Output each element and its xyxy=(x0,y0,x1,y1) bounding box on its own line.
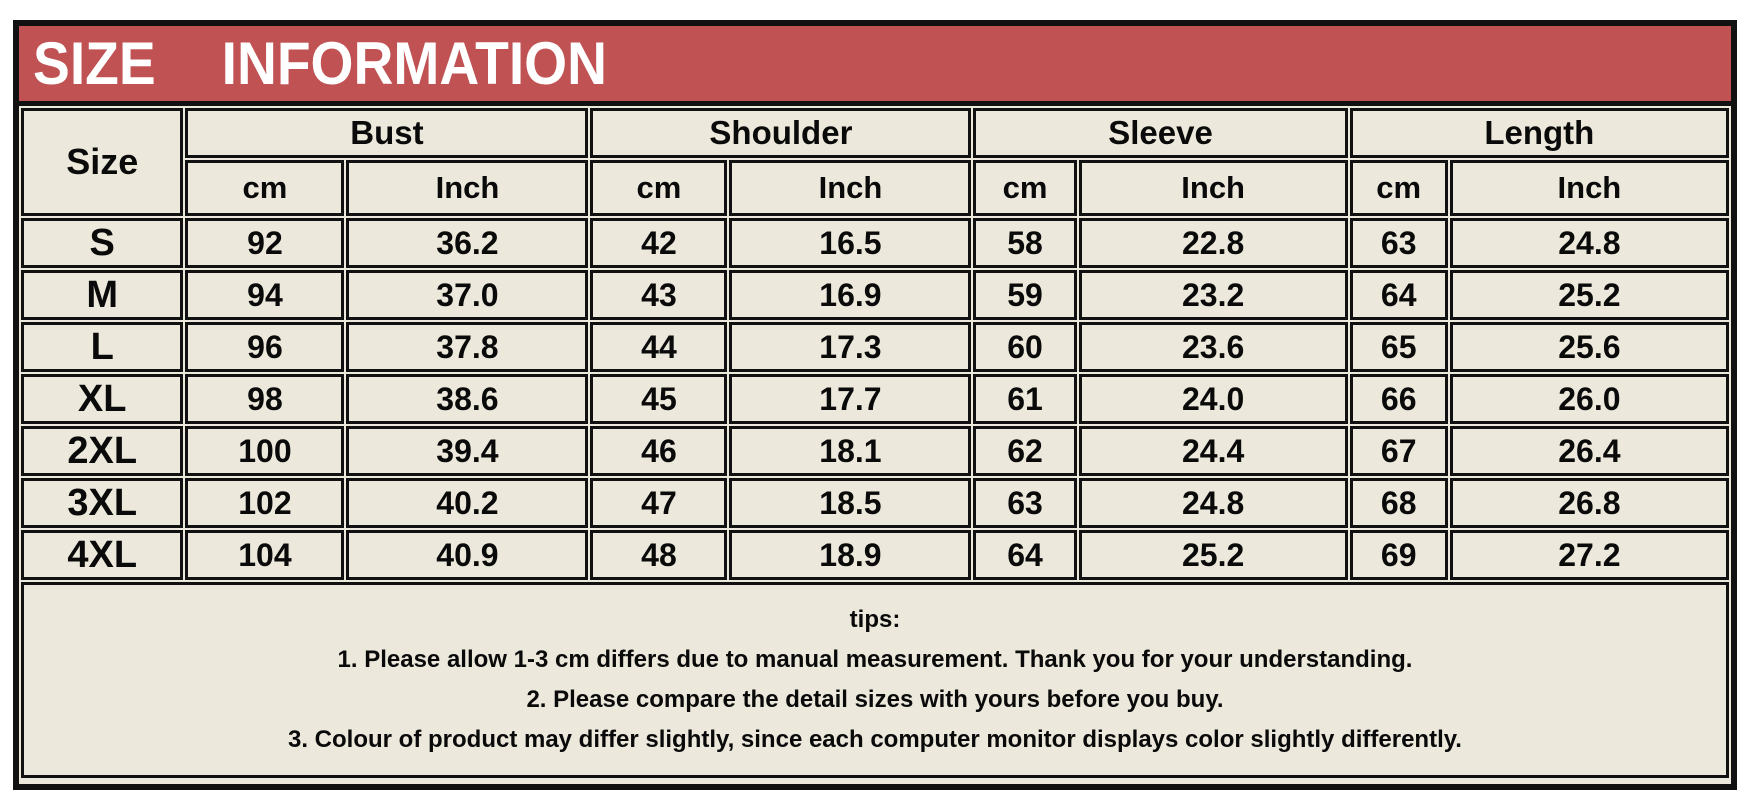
cell-shoulder-inch: 17.3 xyxy=(729,322,972,372)
table-row-s: S 92 36.2 42 16.5 58 22.8 63 24.8 xyxy=(21,218,1729,268)
cell-sleeve-inch: 23.6 xyxy=(1078,322,1348,372)
unit-header-bust-cm: cm xyxy=(185,160,345,216)
cell-shoulder-cm: 48 xyxy=(590,530,728,580)
cell-bust-inch: 37.0 xyxy=(346,270,589,320)
cell-bust-cm: 100 xyxy=(185,426,345,476)
row-label-size: 4XL xyxy=(21,530,184,580)
table-row-4xl: 4XL 104 40.9 48 18.9 64 25.2 69 27.2 xyxy=(21,530,1729,580)
cell-shoulder-inch: 16.5 xyxy=(729,218,972,268)
cell-bust-inch: 37.8 xyxy=(346,322,589,372)
cell-shoulder-inch: 17.7 xyxy=(729,374,972,424)
cell-length-cm: 63 xyxy=(1349,218,1448,268)
cell-sleeve-cm: 59 xyxy=(973,270,1077,320)
cell-sleeve-cm: 58 xyxy=(973,218,1077,268)
cell-sleeve-cm: 60 xyxy=(973,322,1077,372)
cell-shoulder-cm: 45 xyxy=(590,374,728,424)
size-table: Size Bust Shoulder Sleeve Length cm Inch… xyxy=(19,106,1731,780)
column-header-size: Size xyxy=(21,108,184,216)
cell-shoulder-cm: 46 xyxy=(590,426,728,476)
cell-sleeve-cm: 62 xyxy=(973,426,1077,476)
cell-shoulder-cm: 47 xyxy=(590,478,728,528)
cell-sleeve-inch: 24.8 xyxy=(1078,478,1348,528)
cell-length-inch: 27.2 xyxy=(1449,530,1729,580)
cell-length-inch: 25.2 xyxy=(1449,270,1729,320)
unit-header-bust-inch: Inch xyxy=(346,160,589,216)
cell-shoulder-cm: 44 xyxy=(590,322,728,372)
cell-bust-inch: 39.4 xyxy=(346,426,589,476)
row-label-size: L xyxy=(21,322,184,372)
table-row-2xl: 2XL 100 39.4 46 18.1 62 24.4 67 26.4 xyxy=(21,426,1729,476)
table-row-m: M 94 37.0 43 16.9 59 23.2 64 25.2 xyxy=(21,270,1729,320)
cell-sleeve-cm: 64 xyxy=(973,530,1077,580)
cell-length-inch: 24.8 xyxy=(1449,218,1729,268)
cell-sleeve-inch: 25.2 xyxy=(1078,530,1348,580)
row-label-size: S xyxy=(21,218,184,268)
cell-bust-inch: 40.9 xyxy=(346,530,589,580)
banner: SIZE INFORMATION xyxy=(19,26,1731,106)
table-row-l: L 96 37.8 44 17.3 60 23.6 65 25.6 xyxy=(21,322,1729,372)
cell-length-inch: 26.4 xyxy=(1449,426,1729,476)
cell-bust-cm: 92 xyxy=(185,218,345,268)
column-group-shoulder: Shoulder xyxy=(590,108,972,158)
cell-length-cm: 68 xyxy=(1349,478,1448,528)
cell-shoulder-inch: 16.9 xyxy=(729,270,972,320)
cell-shoulder-cm: 43 xyxy=(590,270,728,320)
header-group-row: Size Bust Shoulder Sleeve Length xyxy=(21,108,1729,216)
tips-row: tips: 1. Please allow 1-3 cm differs due… xyxy=(21,582,1729,778)
tip-item-3: 3. Colour of product may differ slightly… xyxy=(288,726,1462,753)
cell-length-cm: 64 xyxy=(1349,270,1448,320)
cell-length-cm: 67 xyxy=(1349,426,1448,476)
tip-item-2: 2. Please compare the detail sizes with … xyxy=(526,686,1224,713)
cell-length-cm: 66 xyxy=(1349,374,1448,424)
cell-shoulder-cm: 42 xyxy=(590,218,728,268)
row-label-size: 2XL xyxy=(21,426,184,476)
row-label-size: XL xyxy=(21,374,184,424)
cell-sleeve-inch: 24.4 xyxy=(1078,426,1348,476)
cell-length-cm: 65 xyxy=(1349,322,1448,372)
cell-length-inch: 26.0 xyxy=(1449,374,1729,424)
cell-sleeve-inch: 23.2 xyxy=(1078,270,1348,320)
header-units-row: cm Inch cm Inch cm Inch cm Inch xyxy=(21,160,1729,216)
cell-shoulder-inch: 18.5 xyxy=(729,478,972,528)
cell-sleeve-inch: 22.8 xyxy=(1078,218,1348,268)
row-label-size: 3XL xyxy=(21,478,184,528)
cell-length-inch: 26.8 xyxy=(1449,478,1729,528)
column-group-sleeve: Sleeve xyxy=(973,108,1348,158)
unit-header-shoulder-cm: cm xyxy=(590,160,728,216)
unit-header-length-inch: Inch xyxy=(1449,160,1729,216)
cell-shoulder-inch: 18.1 xyxy=(729,426,972,476)
tips-section: tips: 1. Please allow 1-3 cm differs due… xyxy=(21,582,1729,778)
column-group-length: Length xyxy=(1349,108,1729,158)
cell-bust-cm: 104 xyxy=(185,530,345,580)
cell-bust-cm: 96 xyxy=(185,322,345,372)
table-row-3xl: 3XL 102 40.2 47 18.5 63 24.8 68 26.8 xyxy=(21,478,1729,528)
page-title: SIZE INFORMATION xyxy=(33,30,607,97)
row-label-size: M xyxy=(21,270,184,320)
tips-heading: tips: xyxy=(849,606,901,633)
cell-bust-cm: 98 xyxy=(185,374,345,424)
table-row-xl: XL 98 38.6 45 17.7 61 24.0 66 26.0 xyxy=(21,374,1729,424)
tip-item-1: 1. Please allow 1-3 cm differs due to ma… xyxy=(337,646,1413,673)
cell-bust-inch: 38.6 xyxy=(346,374,589,424)
cell-sleeve-inch: 24.0 xyxy=(1078,374,1348,424)
unit-header-sleeve-inch: Inch xyxy=(1078,160,1348,216)
cell-length-cm: 69 xyxy=(1349,530,1448,580)
cell-bust-inch: 36.2 xyxy=(346,218,589,268)
cell-bust-cm: 94 xyxy=(185,270,345,320)
unit-header-sleeve-cm: cm xyxy=(973,160,1077,216)
cell-bust-inch: 40.2 xyxy=(346,478,589,528)
unit-header-shoulder-inch: Inch xyxy=(729,160,972,216)
size-chart-panel: SIZE INFORMATION Size Bust Shoulder Slee… xyxy=(13,20,1737,790)
cell-bust-cm: 102 xyxy=(185,478,345,528)
cell-sleeve-cm: 61 xyxy=(973,374,1077,424)
unit-header-length-cm: cm xyxy=(1349,160,1448,216)
cell-shoulder-inch: 18.9 xyxy=(729,530,972,580)
cell-sleeve-cm: 63 xyxy=(973,478,1077,528)
cell-length-inch: 25.6 xyxy=(1449,322,1729,372)
column-group-bust: Bust xyxy=(185,108,589,158)
